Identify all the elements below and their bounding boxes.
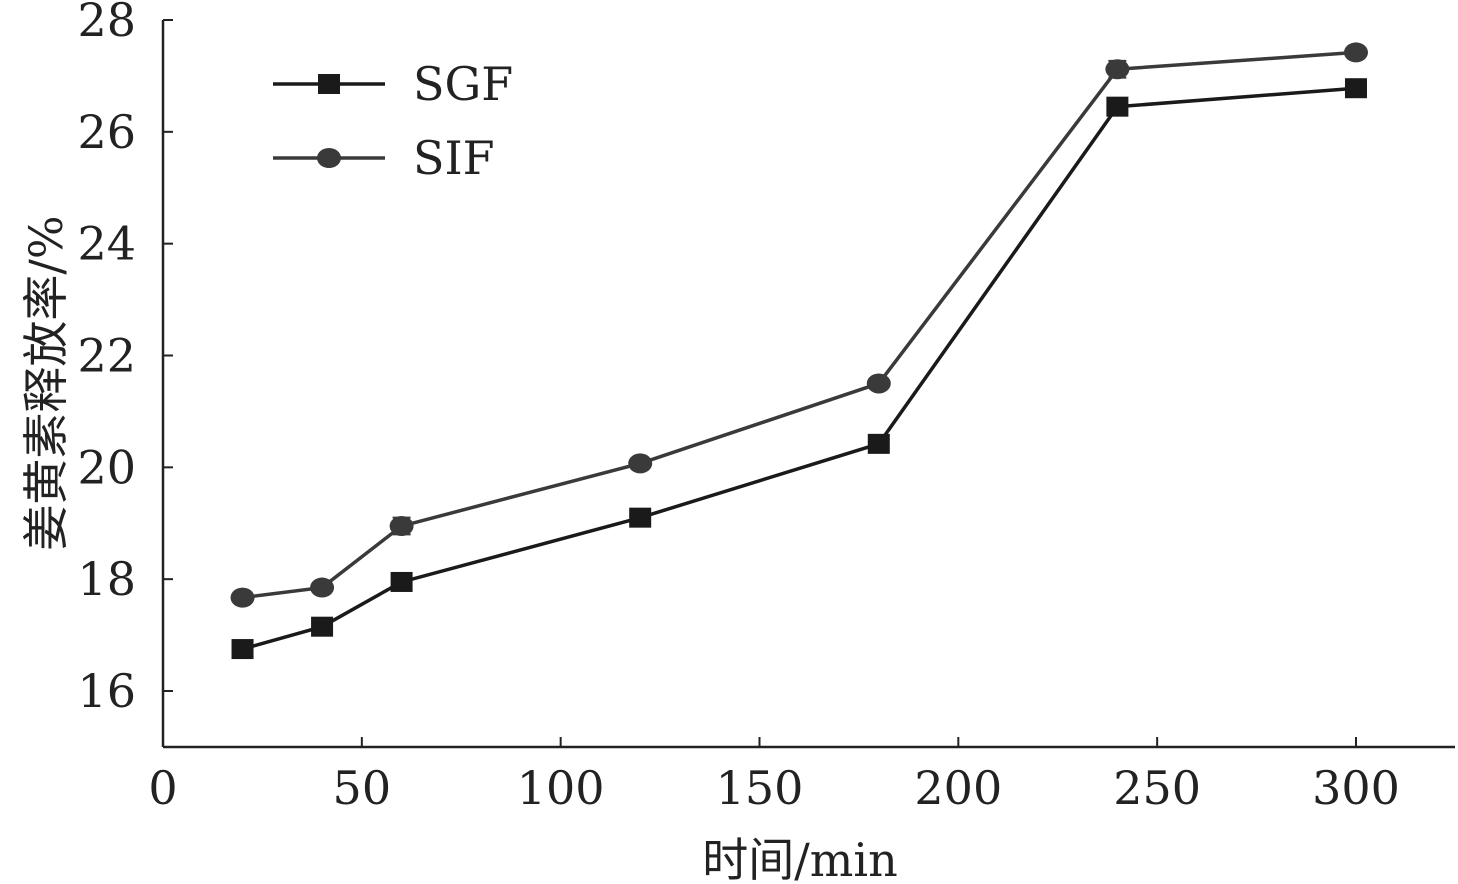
series-sgf [231, 78, 1367, 660]
legend: SGF SIF [273, 57, 513, 185]
data-point-sgf [1106, 96, 1129, 117]
legend-item-sif: SIF [273, 131, 495, 185]
x-tick-label: 250 [1113, 761, 1201, 815]
data-point-sgf [231, 639, 254, 660]
legend-item-sgf: SGF [273, 57, 513, 111]
x-axis-title: 时间/min [702, 833, 897, 884]
y-axis-title: 姜黄素释放率/% [19, 215, 73, 550]
axes: 16 18 20 22 24 26 28 0 50 100 150 200 250 300 [77, 0, 1455, 815]
data-point-sgf [867, 433, 890, 454]
x-tick-label: 50 [333, 761, 392, 815]
data-point-sgf [390, 571, 413, 592]
x-tick-label: 100 [517, 761, 605, 815]
plot-area [230, 42, 1368, 660]
legend-label-sif: SIF [413, 131, 495, 185]
legend-label-sgf: SGF [413, 57, 513, 111]
series-line-sif [242, 50, 1357, 600]
data-point-sgf [629, 507, 652, 528]
y-tick-label: 18 [77, 552, 136, 606]
y-tick-label: 22 [77, 328, 136, 382]
data-point-sif [310, 577, 335, 598]
data-point-sif [230, 587, 255, 608]
y-tick-label: 28 [77, 0, 136, 47]
y-tick-label: 20 [77, 440, 136, 494]
data-point-sif [1105, 59, 1130, 80]
x-tick-label: 300 [1312, 761, 1400, 815]
x-tick-label: 150 [716, 761, 804, 815]
data-point-sif [1343, 42, 1368, 63]
x-tick-label: 200 [914, 761, 1002, 815]
data-point-sif [389, 516, 414, 537]
y-tick-label: 24 [77, 217, 136, 271]
series-line-sgf [242, 86, 1357, 651]
y-tick-label: 26 [77, 105, 136, 159]
series-sif [230, 42, 1368, 608]
data-point-sif [628, 453, 653, 474]
y-tick-label: 16 [77, 664, 136, 718]
data-point-sif [866, 373, 891, 394]
legend-marker-sif [317, 148, 341, 168]
legend-marker-sgf [318, 74, 340, 94]
x-tick-label: 0 [148, 761, 177, 815]
data-point-sgf [311, 616, 334, 637]
data-point-sgf [1344, 78, 1367, 99]
